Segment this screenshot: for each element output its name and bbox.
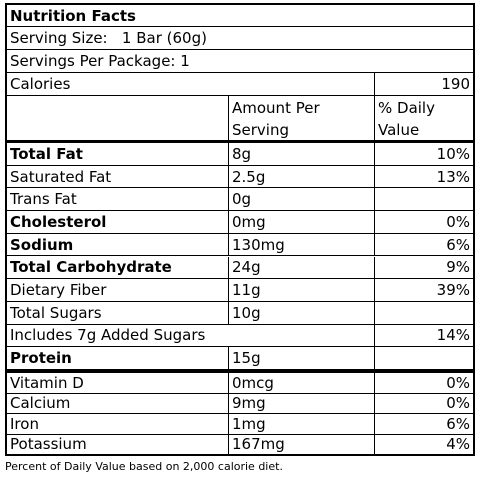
calories-label: Calories xyxy=(10,75,71,93)
vitamin-amount: 1mg xyxy=(228,414,374,434)
header-blank xyxy=(7,96,228,140)
nutrient-amount: 24g xyxy=(228,256,374,279)
nutrient-amount: 130mg xyxy=(228,233,374,256)
vitamin-row: Potassium 167mg 4% xyxy=(7,434,473,455)
vitamin-name: Iron xyxy=(10,414,39,433)
nutrient-amount: 8g xyxy=(228,143,374,165)
nutrient-amount: 0g xyxy=(228,188,374,211)
nutrient-amount: 0mg xyxy=(228,211,374,233)
header-daily-value: % Daily Value xyxy=(374,96,473,140)
nutrient-name: Includes 7g Added Sugars xyxy=(10,326,206,345)
nutrient-name: Sodium xyxy=(10,235,74,254)
nutrient-row: Total Carbohydrate 24g 9% xyxy=(7,256,473,280)
nutrient-daily-value: 9% xyxy=(374,256,473,279)
vitamin-daily-value: 4% xyxy=(374,434,473,454)
calories-value: 190 xyxy=(374,73,473,95)
column-header-row: Amount Per Serving % Daily Value xyxy=(7,96,473,140)
serving-size: Serving Size: 1 Bar (60g) xyxy=(10,29,207,47)
nutrient-row: Total Sugars 10g xyxy=(7,301,473,325)
nutrient-daily-value: 14% xyxy=(374,324,473,347)
nutrient-daily-value: 39% xyxy=(374,279,473,301)
vitamin-name: Vitamin D xyxy=(10,373,84,392)
nutrient-row: Cholesterol 0mg 0% xyxy=(7,211,473,234)
nutrient-row: Trans Fat 0g xyxy=(7,188,473,212)
nutrient-name: Total Sugars xyxy=(10,303,102,322)
calories-row: Calories 190 xyxy=(7,73,473,96)
vitamin-daily-value: 0% xyxy=(374,373,473,393)
nutrient-row: Saturated Fat 2.5g 13% xyxy=(7,165,473,189)
vitamin-name: Potassium xyxy=(10,435,87,454)
nutrient-daily-value: 6% xyxy=(374,233,473,256)
nutrient-row: Total Fat 8g 10% xyxy=(7,143,473,166)
nutrient-name: Saturated Fat xyxy=(10,167,112,186)
header-amount: Amount Per Serving xyxy=(228,96,374,140)
nutrient-daily-value xyxy=(374,347,473,369)
title-row: Nutrition Facts xyxy=(7,5,473,27)
nutrient-row: Protein 15g xyxy=(7,347,473,370)
vitamin-row: Calcium 9mg 0% xyxy=(7,393,473,414)
nutrient-amount: 15g xyxy=(228,347,374,369)
vitamin-amount: 9mg xyxy=(228,393,374,413)
vitamin-amount: 167mg xyxy=(228,434,374,454)
nutrient-name: Dietary Fiber xyxy=(10,281,107,300)
nutrient-row: Dietary Fiber 11g 39% xyxy=(7,279,473,302)
servings-per-package-row: Servings Per Package: 1 xyxy=(7,50,473,73)
servings-per-package: Servings Per Package: 1 xyxy=(10,52,190,70)
nutrient-daily-value: 0% xyxy=(374,211,473,233)
nutrient-row: Includes 7g Added Sugars 14% xyxy=(7,324,473,348)
nutrient-name: Cholesterol xyxy=(10,212,107,231)
nutrient-name: Total Carbohydrate xyxy=(10,258,172,277)
nutrient-amount: 11g xyxy=(228,279,374,301)
nutrient-name: Trans Fat xyxy=(10,190,77,209)
vitamin-daily-value: 6% xyxy=(374,414,473,434)
nutrient-daily-value xyxy=(374,301,473,324)
nutrient-row: Sodium 130mg 6% xyxy=(7,233,473,257)
vitamin-row: Vitamin D 0mcg 0% xyxy=(7,373,473,394)
nutrient-daily-value: 13% xyxy=(374,165,473,188)
vitamin-daily-value: 0% xyxy=(374,393,473,413)
nutrient-daily-value: 10% xyxy=(374,143,473,165)
nutrition-facts-label: Nutrition Facts Serving Size: 1 Bar (60g… xyxy=(5,3,475,456)
nutrient-daily-value xyxy=(374,188,473,211)
nutrient-name: Protein xyxy=(10,349,72,368)
nutrient-amount: 2.5g xyxy=(228,165,374,188)
serving-size-row: Serving Size: 1 Bar (60g) xyxy=(7,27,473,50)
vitamin-amount: 0mcg xyxy=(228,373,374,393)
label-title: Nutrition Facts xyxy=(10,6,136,25)
vitamin-row: Iron 1mg 6% xyxy=(7,414,473,435)
footnote: Percent of Daily Value based on 2,000 ca… xyxy=(5,460,283,473)
vitamin-name: Calcium xyxy=(10,394,71,413)
nutrient-amount: 10g xyxy=(228,301,374,324)
nutrient-name: Total Fat xyxy=(10,144,83,163)
